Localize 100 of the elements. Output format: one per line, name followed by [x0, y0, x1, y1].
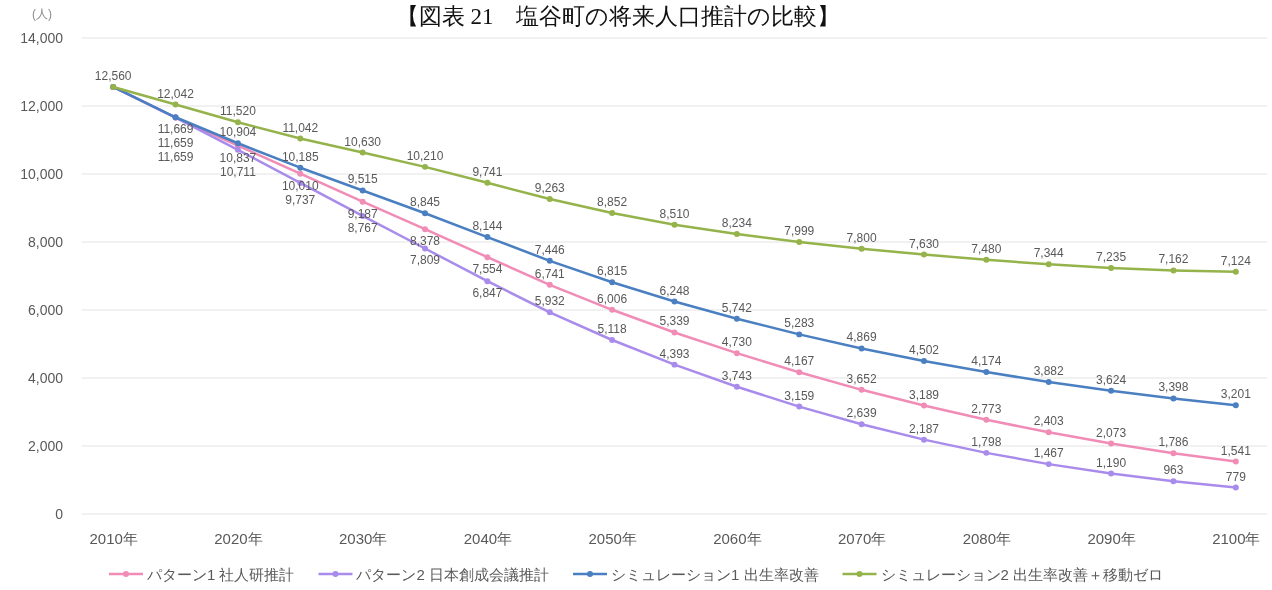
- point: [546, 281, 553, 288]
- data-label: 7,809: [410, 253, 441, 268]
- x-tick-label: 2070年: [837, 529, 887, 547]
- data-label: 3,652: [846, 371, 877, 386]
- legend-label: パターン1 社人研推計: [145, 565, 295, 583]
- data-label: 5,932: [534, 294, 566, 309]
- data-label: 6,248: [659, 283, 690, 298]
- point: [1232, 484, 1239, 491]
- point: [1170, 395, 1177, 402]
- data-label: 8,144: [472, 219, 503, 234]
- data-label: 7,124: [1220, 253, 1252, 268]
- legend-label: シミュレーション2 出生率改善＋移動ゼロ: [880, 565, 1164, 583]
- data-label: 5,283: [784, 316, 815, 331]
- data-label: 7,630: [908, 236, 940, 251]
- y-axis-title: (人): [32, 7, 52, 21]
- point: [1045, 379, 1052, 385]
- point: [671, 361, 678, 368]
- y-tick-label: 6,000: [27, 301, 64, 318]
- data-label: 9,737: [285, 192, 316, 207]
- data-label: 7,800: [846, 230, 877, 245]
- data-label: 4,167: [784, 354, 815, 369]
- data-label: 5,339: [659, 314, 690, 329]
- data-label: 4,730: [721, 335, 753, 350]
- point: [733, 350, 740, 357]
- data-label: 3,882: [1033, 364, 1065, 379]
- data-label: 4,502: [908, 342, 940, 357]
- point: [546, 257, 553, 264]
- point: [796, 239, 803, 246]
- point: [546, 196, 553, 203]
- point: [671, 298, 678, 305]
- point: [234, 146, 241, 153]
- point: [1170, 267, 1177, 274]
- point: [172, 101, 179, 108]
- point: [1108, 387, 1115, 394]
- data-label: 7,235: [1096, 250, 1127, 265]
- data-label: 8,378: [410, 234, 441, 249]
- data-label: 6,847: [472, 286, 503, 301]
- point: [1108, 440, 1115, 447]
- x-tick-label: 2010年: [89, 529, 138, 547]
- data-label: 10,210: [406, 148, 444, 163]
- data-label: 1,467: [1033, 446, 1065, 461]
- point: [858, 386, 865, 393]
- point: [671, 221, 678, 228]
- chart-title: 【図表 21 塩谷町の将来人口推計の比較】: [395, 4, 841, 29]
- data-label: 9,263: [534, 181, 566, 196]
- point: [484, 254, 491, 261]
- data-label: 11,669: [157, 122, 194, 137]
- point: [983, 256, 990, 263]
- y-tick-label: 10,000: [20, 165, 64, 182]
- data-label: 10,711: [220, 164, 257, 179]
- data-label: 11,042: [282, 120, 319, 135]
- x-tick-label: 2100年: [1212, 529, 1261, 547]
- point: [733, 315, 740, 322]
- data-label: 8,510: [659, 206, 690, 221]
- point: [359, 149, 366, 156]
- point: [484, 179, 491, 186]
- point: [297, 164, 304, 171]
- x-tick-label: 2050年: [588, 529, 637, 547]
- data-label: 12,042: [157, 86, 195, 101]
- data-label: 10,837: [219, 150, 257, 165]
- legend-label: シミュレーション1 出生率改善: [611, 565, 819, 583]
- data-label: 6,741: [534, 266, 566, 281]
- data-label: 2,403: [1033, 414, 1065, 429]
- point: [796, 369, 803, 376]
- data-label: 4,393: [659, 346, 690, 361]
- data-label: 6,815: [597, 264, 628, 279]
- point: [1108, 265, 1115, 271]
- data-label: 5,742: [721, 300, 753, 315]
- point: [1045, 261, 1052, 268]
- data-label: 9,515: [347, 172, 378, 187]
- x-tick-label: 2060年: [713, 529, 762, 547]
- data-label: 11,659: [157, 136, 194, 151]
- point: [858, 345, 865, 352]
- y-tick-label: 0: [55, 505, 64, 522]
- point: [1232, 268, 1239, 275]
- point: [920, 402, 927, 409]
- point: [983, 416, 990, 423]
- data-label: 2,073: [1096, 425, 1127, 440]
- x-tick-label: 2040年: [463, 529, 513, 547]
- data-label: 10,630: [344, 134, 382, 149]
- point: [297, 170, 304, 177]
- data-label: 7,554: [472, 262, 503, 277]
- point: [983, 369, 990, 376]
- data-label: 2,773: [971, 401, 1002, 416]
- data-label: 3,159: [784, 388, 815, 403]
- x-tick-label: 2080年: [962, 529, 1012, 547]
- point: [671, 329, 678, 336]
- point: [359, 198, 366, 205]
- x-tick-label: 2090年: [1087, 529, 1136, 547]
- data-label: 7,480: [971, 241, 1002, 256]
- data-label: 1,541: [1220, 443, 1252, 458]
- point: [297, 135, 304, 142]
- data-label: 4,869: [846, 330, 877, 345]
- data-label: 6,006: [597, 291, 628, 306]
- data-label: 10,904: [219, 125, 257, 140]
- data-label: 1,190: [1096, 455, 1127, 470]
- point: [422, 163, 429, 170]
- data-label: 10,185: [281, 149, 319, 164]
- point: [609, 210, 616, 217]
- point: [1232, 402, 1239, 409]
